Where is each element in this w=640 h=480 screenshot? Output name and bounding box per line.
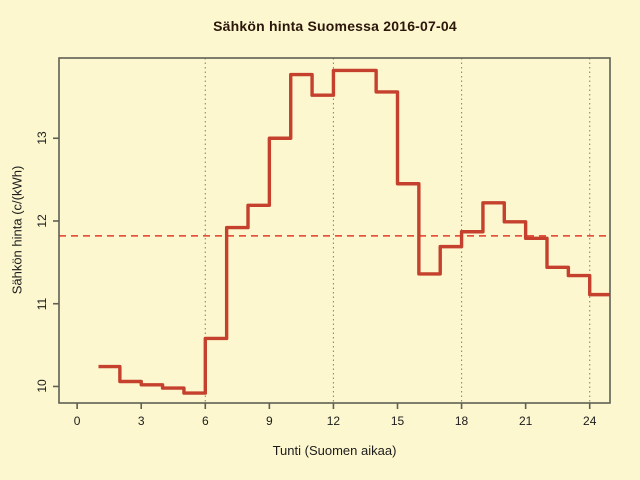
chart-title: Sähkön hinta Suomessa 2016-07-04 bbox=[213, 18, 457, 34]
plot-frame bbox=[58, 57, 611, 404]
y-axis-label-text: Sähkön hinta (c/(kWh) bbox=[9, 165, 25, 295]
x-tick-label: 12 bbox=[326, 414, 341, 428]
x-tick-label: 18 bbox=[454, 414, 469, 428]
x-axis-label: Tunti (Suomen aikaa) bbox=[272, 443, 397, 458]
y-tick-label: 11 bbox=[35, 297, 49, 310]
y-tick-label: 13 bbox=[35, 131, 49, 145]
y-tick-label: 12 bbox=[35, 214, 49, 228]
y-tick-label: 10 bbox=[35, 379, 49, 394]
x-tick-label: 0 bbox=[73, 414, 81, 428]
price-step-line bbox=[98, 68, 610, 395]
x-tick-label: 15 bbox=[390, 414, 405, 428]
x-tick-label: 3 bbox=[137, 414, 145, 428]
x-tick-label: 21 bbox=[518, 414, 533, 428]
x-tick-label: 9 bbox=[266, 414, 273, 428]
x-tick-label: 6 bbox=[201, 414, 209, 428]
x-tick-label: 24 bbox=[583, 414, 597, 428]
